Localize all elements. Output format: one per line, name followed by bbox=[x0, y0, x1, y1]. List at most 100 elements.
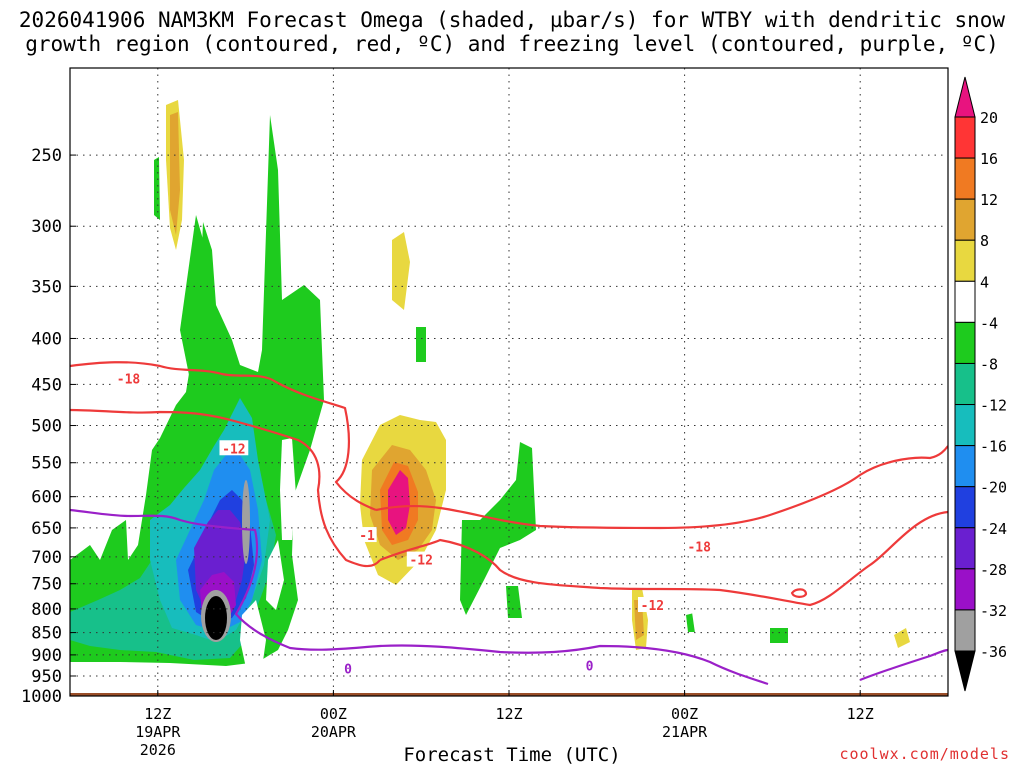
colorbar-band-1 bbox=[954, 157, 976, 200]
contour-label-bg-0 bbox=[114, 370, 143, 386]
omega-green-dot-2 bbox=[506, 586, 522, 618]
omega-yellow-lowcol-2 bbox=[280, 438, 296, 540]
colorbar-band-5 bbox=[954, 321, 976, 364]
colorbar-label-6: -8 bbox=[980, 355, 998, 373]
omega-red-upper-plume bbox=[170, 112, 180, 235]
ytick-label-950: 950 bbox=[31, 667, 62, 687]
colorbar-label-11: -28 bbox=[980, 561, 1007, 579]
omega-magenta-main bbox=[388, 470, 410, 535]
dgz-contour-small-loop bbox=[790, 588, 808, 598]
xtick-label-0-2: 2026 bbox=[140, 741, 176, 759]
ytick-label-300: 300 bbox=[31, 217, 62, 237]
colorbar-band-3 bbox=[954, 239, 976, 282]
omega-green-dot-1 bbox=[416, 327, 426, 362]
colorbar-label-1: 16 bbox=[980, 150, 998, 168]
colorbar-band-6 bbox=[954, 362, 976, 406]
omega-yellow-lowcol-6 bbox=[376, 590, 396, 632]
ytick-label-900: 900 bbox=[31, 646, 62, 666]
colorbar-label-8: -16 bbox=[980, 438, 1007, 456]
colorbar-band-9 bbox=[954, 486, 976, 529]
ytick-label-650: 650 bbox=[31, 519, 62, 539]
ytick-label-600: 600 bbox=[31, 488, 62, 508]
omega-black-core bbox=[205, 596, 227, 640]
omega-yellow-lowcol-1 bbox=[240, 600, 266, 668]
contours: -18 -12 -1 -12 -18 -12 0 0 bbox=[70, 361, 948, 686]
freezing-level-contour bbox=[70, 508, 948, 686]
omega-yellow-lowcol-7 bbox=[432, 598, 450, 642]
colorbar-top-arrow bbox=[954, 76, 976, 118]
ytick-label-1000: 1000 bbox=[21, 687, 62, 707]
dgz-contour-minus12-right bbox=[379, 510, 948, 607]
colorbar-label-2: 12 bbox=[980, 191, 998, 209]
colorbar-band-0 bbox=[954, 116, 976, 159]
ytick-label-800: 800 bbox=[31, 600, 62, 620]
colorbar-label-0: 20 bbox=[980, 109, 998, 127]
contour-label-6: 0 bbox=[344, 663, 352, 678]
ytick-label-850: 850 bbox=[31, 624, 62, 644]
xtick-label-4-0: 12Z bbox=[847, 705, 874, 723]
contour-label-bg-1 bbox=[219, 440, 249, 456]
colorbar-band-7 bbox=[954, 404, 976, 447]
omega-yellow-dot-2 bbox=[316, 183, 322, 215]
dgz-contour-minus12-left bbox=[70, 408, 381, 568]
contour-label-bg-6 bbox=[343, 660, 353, 676]
contour-label-7: 0 bbox=[586, 660, 594, 675]
chart-title-line-1: 2026041906 NAM3KM Forecast Omega (shaded… bbox=[18, 8, 1006, 32]
omega-yellow-dot-4 bbox=[580, 612, 590, 638]
omega-yellow-lowcol-4 bbox=[308, 590, 328, 668]
omega-gray-sliver bbox=[242, 480, 250, 564]
x-axis-title: Forecast Time (UTC) bbox=[403, 744, 621, 766]
ytick-label-450: 450 bbox=[31, 375, 62, 395]
omega-green-midrange bbox=[460, 442, 536, 615]
contour-label-5: -12 bbox=[641, 599, 664, 614]
contour-label-bg-2 bbox=[357, 527, 377, 543]
ytick-label-250: 250 bbox=[31, 146, 62, 166]
colorbar-band-10 bbox=[954, 527, 976, 570]
omega-yellow-dot-5 bbox=[692, 612, 710, 640]
contour-label-bg-3 bbox=[406, 551, 436, 567]
colorbar-label-9: -20 bbox=[980, 479, 1007, 497]
ytick-label-750: 750 bbox=[31, 575, 62, 595]
colorbar: 20 16 12 8 4 -4 -8 -12 -16 -20 -24 -28 -32 -36 bbox=[954, 76, 1007, 692]
xtick-label-1-1: 20APR bbox=[311, 723, 357, 741]
contour-label-3: -12 bbox=[409, 554, 432, 569]
xtick-label-2-0: 12Z bbox=[495, 705, 522, 723]
contour-label-bg-5 bbox=[638, 597, 667, 613]
ytick-label-400: 400 bbox=[31, 329, 62, 349]
omega-yellow-lowcol-3 bbox=[266, 540, 284, 610]
contour-label-1: -12 bbox=[222, 442, 245, 457]
footer-credit: coolwx.com/models bbox=[839, 745, 1010, 763]
omega-yellow-right bbox=[876, 585, 940, 668]
colorbar-label-7: -12 bbox=[980, 397, 1007, 415]
ytick-label-500: 500 bbox=[31, 417, 62, 437]
omega-yellow-edge-left bbox=[70, 225, 76, 320]
xtick-label-3-1: 21APR bbox=[662, 723, 708, 741]
colorbar-label-10: -24 bbox=[980, 520, 1007, 538]
omega-shading bbox=[70, 82, 948, 696]
colorbar-band-2 bbox=[954, 198, 976, 241]
colorbar-label-3: 8 bbox=[980, 232, 989, 250]
dgz-contour-minus18-right bbox=[375, 445, 948, 530]
omega-orange-aloft bbox=[392, 232, 410, 310]
colorbar-label-13: -36 bbox=[980, 643, 1007, 661]
colorbar-band-12 bbox=[954, 609, 976, 652]
xtick-label-0-1: 19APR bbox=[135, 723, 181, 741]
omega-yellow-dot-6 bbox=[712, 612, 726, 642]
colorbar-band-11 bbox=[954, 568, 976, 611]
ytick-label-700: 700 bbox=[31, 548, 62, 568]
omega-green-dot-3 bbox=[770, 628, 788, 643]
colorbar-band-4 bbox=[954, 280, 976, 323]
ytick-label-350: 350 bbox=[31, 277, 62, 297]
omega-yellow-dot-7 bbox=[732, 638, 748, 660]
chart-title-line-2: growth region (contoured, red, ºC) and f… bbox=[25, 32, 999, 56]
dgz-contour-minus18-left bbox=[70, 361, 377, 512]
omega-orange-right bbox=[894, 628, 910, 648]
contour-label-2: -1 bbox=[359, 529, 375, 544]
gridlines bbox=[70, 68, 948, 696]
contour-label-bg-4 bbox=[684, 538, 714, 554]
xtick-label-0-0: 12Z bbox=[144, 705, 171, 723]
omega-green-upper-strip bbox=[154, 157, 160, 220]
omega-yellow-dot-3 bbox=[580, 516, 590, 548]
omega-yellow-dot-1 bbox=[86, 368, 104, 400]
contour-label-0: -18 bbox=[117, 372, 141, 387]
